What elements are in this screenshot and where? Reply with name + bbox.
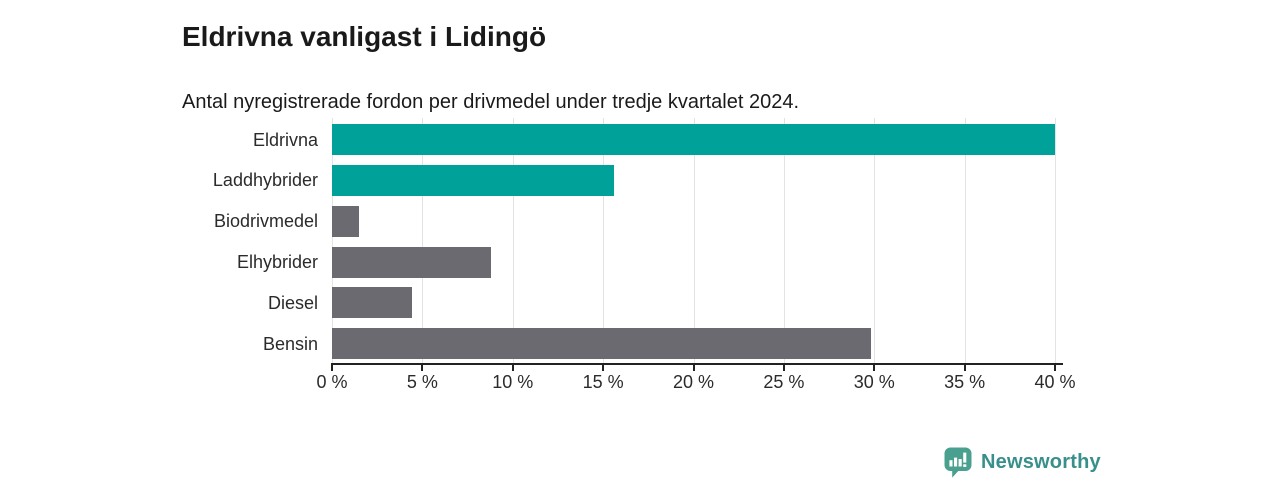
gridline bbox=[783, 118, 785, 363]
x-tick-mark bbox=[602, 363, 605, 371]
bar-diesel bbox=[332, 287, 412, 319]
x-tick-label: 30 % bbox=[853, 372, 895, 392]
x-axis-line bbox=[332, 363, 1063, 365]
x-tick-mark bbox=[331, 363, 333, 371]
chart-subtitle: Antal nyregistrerade fordon per drivmede… bbox=[182, 91, 800, 113]
bar-eldrivna bbox=[332, 124, 1055, 155]
gridline bbox=[693, 118, 695, 363]
x-tick-mark bbox=[782, 363, 785, 371]
x-tick-mark bbox=[873, 363, 876, 371]
newsworthy-logo-icon bbox=[944, 447, 972, 478]
x-tick-label: 25 % bbox=[763, 372, 805, 392]
gridline bbox=[964, 118, 966, 363]
gridline bbox=[1055, 118, 1056, 363]
bar-elhybrider bbox=[332, 246, 492, 278]
brand-name: Newsworthy bbox=[981, 451, 1101, 473]
brand-footer: Newsworthy bbox=[944, 447, 1101, 478]
x-tick-mark bbox=[511, 363, 514, 371]
category-label-eldrivna: Eldrivna bbox=[252, 129, 318, 150]
x-tick-label: 20 % bbox=[672, 372, 715, 392]
x-tick-mark bbox=[692, 363, 695, 371]
chart-title: Eldrivna vanligast i Lidingö bbox=[182, 20, 547, 52]
category-label-bensin: Bensin bbox=[262, 333, 318, 354]
category-label-biodrivmedel: Biodrivmedel bbox=[213, 211, 318, 232]
x-tick-mark bbox=[1054, 363, 1056, 371]
x-tick-label: 0 % bbox=[316, 372, 348, 392]
plot-area: Eldrivna Laddhybrider Biodrivmedel Elhybrid… bbox=[213, 118, 1076, 392]
x-tick-mark bbox=[421, 363, 424, 371]
category-label-elhybrider: Elhybrider bbox=[236, 252, 318, 272]
x-tick-label: 15 % bbox=[582, 372, 624, 392]
x-tick-mark bbox=[963, 363, 966, 371]
bar-laddhybrider bbox=[332, 164, 614, 196]
category-label-laddhybrider: Laddhybrider bbox=[212, 170, 318, 191]
gridline bbox=[422, 118, 424, 363]
gridline bbox=[332, 118, 333, 363]
x-tick-label: 40 % bbox=[1034, 372, 1076, 392]
gridline bbox=[603, 118, 605, 363]
bar-biodrivmedel bbox=[332, 205, 360, 237]
x-tick-label: 10 % bbox=[492, 372, 534, 392]
x-tick-label: 35 % bbox=[944, 372, 986, 392]
x-tick-label: 5 % bbox=[406, 372, 438, 392]
gridline bbox=[512, 118, 514, 363]
gridline bbox=[874, 118, 876, 363]
category-label-diesel: Diesel bbox=[267, 292, 318, 313]
bar-bensin bbox=[332, 328, 871, 360]
